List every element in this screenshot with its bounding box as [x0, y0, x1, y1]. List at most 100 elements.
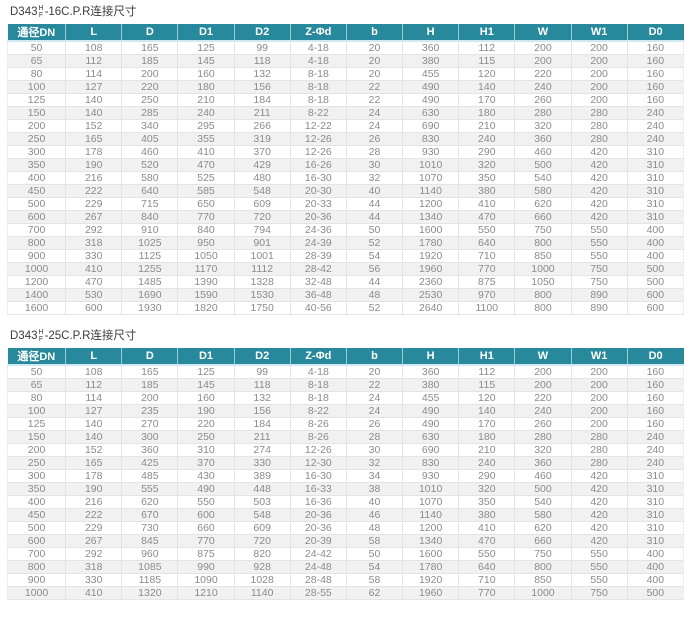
cell: 910 [121, 223, 178, 237]
cell: 470 [458, 534, 515, 548]
cell: 420 [570, 158, 628, 172]
cell: 550 [458, 547, 515, 561]
cell: 930 [402, 469, 459, 483]
cell: 115 [458, 378, 515, 392]
cell: 240 [626, 443, 685, 457]
cell: 1001 [233, 249, 291, 263]
cell: 22 [345, 80, 403, 94]
cell: 267 [65, 210, 122, 224]
column-header: 通径DN [7, 24, 66, 42]
cell: 24 [345, 106, 403, 120]
cell: 360 [402, 365, 459, 379]
cell: 280 [570, 119, 628, 133]
cell: 140 [458, 80, 515, 94]
table-row: 350 190 520 470 429 16-26 30 1010 320 500 420 310 [6, 158, 685, 172]
cell: 216 [65, 495, 122, 509]
cell: 240 [626, 456, 685, 470]
cell: 250 [177, 430, 235, 444]
cell: 200 [570, 365, 628, 379]
cell: 1210 [177, 586, 235, 600]
cell: 120 [458, 391, 515, 405]
cell: 845 [121, 534, 178, 548]
table-row: 1000 410 1255 1170 1112 28-42 56 1960 770 1000 750… [6, 262, 685, 276]
cell: 32-48 [289, 275, 347, 289]
column-header: Z-Φd [289, 24, 347, 42]
column-header: D [121, 24, 178, 42]
cell: 460 [121, 145, 178, 159]
cell: 184 [233, 93, 291, 107]
cell: 300 [6, 145, 66, 159]
cell: 350 [6, 482, 66, 496]
table-row: 100 127 235 190 156 8-22 24 490 140 240 200 160 [6, 404, 685, 418]
cell: 1185 [121, 573, 178, 587]
table-row: 50 108 165 125 99 4-18 20 360 112 200 200 160 [6, 41, 685, 55]
cell: 16-36 [289, 495, 347, 509]
cell: 220 [121, 80, 178, 94]
cell: 400 [626, 236, 685, 250]
cell: 1070 [402, 495, 459, 509]
table-row: 1600 600 1930 1820 1750 40-56 52 2640 1100 800 890… [6, 301, 685, 315]
cell: 160 [626, 417, 685, 431]
table-row: 1200 470 1485 1390 1328 32-48 44 2360 875 1050 750… [6, 275, 685, 289]
cell: 485 [121, 469, 178, 483]
cell: 127 [65, 404, 122, 418]
cell: 24-39 [289, 236, 347, 250]
cell: 170 [458, 93, 515, 107]
cell: 400 [626, 547, 685, 561]
cell: 360 [402, 41, 459, 55]
cell: 400 [626, 560, 685, 574]
cell: 550 [177, 495, 235, 509]
cell: 20-36 [289, 521, 347, 535]
cell: 550 [570, 236, 628, 250]
table-row: 900 330 1125 1050 1001 28-39 54 1920 710 850 550 40… [6, 249, 685, 263]
notation-f: F [38, 335, 44, 343]
cell: 503 [233, 495, 291, 509]
cell: 1170 [177, 262, 235, 276]
cell: 455 [402, 67, 459, 81]
table-row: 65 112 185 145 118 4-18 20 380 115 200 200 160 [6, 54, 685, 68]
column-header: D0 [626, 24, 684, 42]
table-row: 1000 410 1320 1210 1140 28-55 62 1960 770 1000 750… [6, 586, 685, 600]
cell: 1328 [233, 275, 291, 289]
cell: 58 [345, 534, 403, 548]
cell: 1960 [402, 262, 459, 276]
cell: 410 [458, 197, 515, 211]
cell: 40 [345, 184, 403, 198]
cell: 450 [6, 184, 66, 198]
cell: 360 [514, 456, 572, 470]
cell: 330 [65, 573, 122, 587]
cell: 22 [345, 93, 403, 107]
cell: 470 [458, 210, 515, 224]
cell: 1340 [402, 534, 459, 548]
cell: 400 [626, 573, 685, 587]
cell: 550 [570, 560, 628, 574]
table-row: 80 114 200 160 132 8-18 24 455 120 220 200 160 [6, 391, 685, 405]
cell: 280 [570, 132, 628, 146]
cell: 240 [626, 106, 685, 120]
cell: 630 [402, 430, 459, 444]
cell: 20-39 [289, 534, 347, 548]
cell: 630 [402, 106, 459, 120]
cell: 200 [514, 365, 572, 379]
cell: 200 [570, 41, 628, 55]
cell: 389 [233, 469, 291, 483]
cell: 190 [177, 404, 235, 418]
cell: 180 [458, 106, 515, 120]
cell: 420 [570, 469, 628, 483]
cell: 222 [65, 508, 122, 522]
cell: 50 [6, 365, 66, 379]
cell: 840 [121, 210, 178, 224]
cell: 410 [458, 521, 515, 535]
cell: 1000 [514, 262, 572, 276]
cell: 640 [121, 184, 178, 198]
cell: 640 [458, 560, 515, 574]
table-title-pn25: D343 H F -25C.P.R连接尺寸 [10, 329, 684, 343]
column-header: b [345, 348, 403, 366]
cell: 1090 [177, 573, 235, 587]
cell: 700 [6, 223, 66, 237]
cell: 1600 [402, 547, 459, 561]
cell: 1920 [402, 573, 459, 587]
cell: 8-18 [289, 67, 347, 81]
cell: 65 [6, 54, 66, 68]
cell: 850 [514, 573, 572, 587]
